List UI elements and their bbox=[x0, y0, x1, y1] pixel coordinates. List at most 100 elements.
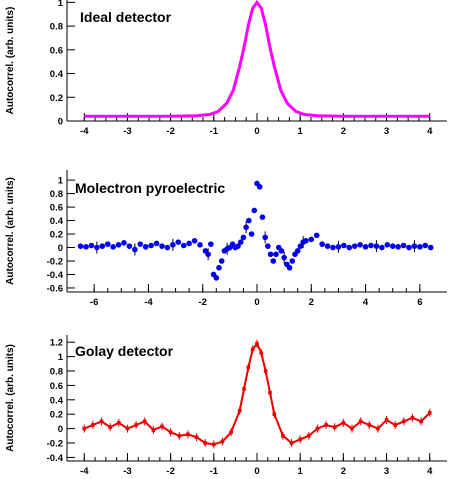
panel-title: Molectron pyroelectric bbox=[75, 180, 225, 196]
data-point bbox=[422, 242, 429, 249]
panel-1: -4 -3 -2 -1 0 1 2 3 4 0 0.2 0.4 0.6 0.8 1 Autocorrel. (… bbox=[5, 0, 447, 137]
data-point bbox=[240, 234, 247, 241]
data-point bbox=[297, 243, 304, 249]
data-point bbox=[389, 243, 396, 249]
data-point bbox=[151, 428, 156, 432]
data-point bbox=[402, 419, 406, 424]
data-point bbox=[307, 434, 311, 438]
data-point bbox=[177, 434, 182, 438]
data-point bbox=[237, 239, 244, 245]
y-tick-label: 1 bbox=[58, 0, 64, 9]
data-point bbox=[410, 416, 415, 420]
y-tick-label: 0.4 bbox=[50, 69, 64, 80]
data-point bbox=[265, 243, 271, 249]
data-point bbox=[137, 241, 144, 247]
data-point bbox=[281, 254, 287, 261]
data-point bbox=[263, 369, 268, 373]
data-point bbox=[121, 239, 127, 246]
data-point bbox=[427, 410, 432, 415]
data-point bbox=[205, 251, 211, 258]
data-point bbox=[88, 242, 95, 249]
data-point bbox=[186, 240, 192, 247]
y-tick-label: -0.4 bbox=[47, 453, 64, 464]
data-point bbox=[315, 426, 320, 431]
data-point bbox=[110, 244, 116, 250]
panel-title: Ideal detector bbox=[80, 9, 172, 25]
data-point bbox=[395, 244, 401, 250]
y-tick-label: 0.2 bbox=[50, 230, 63, 241]
data-point bbox=[132, 246, 138, 253]
data-point bbox=[273, 251, 279, 258]
x-tick-label: 1 bbox=[298, 126, 304, 137]
data-point bbox=[362, 244, 369, 250]
data-point bbox=[259, 214, 266, 220]
data-point bbox=[351, 243, 358, 249]
data-point bbox=[82, 426, 87, 431]
data-point bbox=[134, 423, 138, 427]
data-point bbox=[393, 423, 397, 427]
data-point bbox=[164, 244, 171, 251]
x-tick-label: -2 bbox=[166, 466, 174, 474]
data-point bbox=[197, 242, 203, 248]
data-point bbox=[376, 426, 380, 431]
data-point bbox=[270, 258, 277, 264]
y-tick-label: 0.6 bbox=[50, 381, 63, 392]
data-point bbox=[357, 242, 363, 248]
data-point bbox=[335, 244, 342, 250]
x-tick-label: 0 bbox=[254, 466, 259, 474]
data-point bbox=[142, 244, 149, 250]
data-point bbox=[400, 242, 407, 249]
data-point bbox=[417, 244, 423, 250]
data-point bbox=[384, 418, 389, 422]
data-point bbox=[142, 419, 147, 424]
data-point bbox=[175, 239, 182, 245]
data-point bbox=[332, 425, 337, 429]
data-point bbox=[153, 240, 160, 247]
data-point bbox=[160, 424, 164, 429]
data-point bbox=[341, 242, 347, 249]
data-point bbox=[358, 419, 363, 424]
y-tick-label: 0 bbox=[58, 424, 63, 435]
data-point bbox=[268, 390, 272, 395]
y-tick-label: 1 bbox=[58, 352, 64, 363]
data-point bbox=[259, 351, 264, 355]
data-point bbox=[148, 242, 154, 249]
x-tick-label: -1 bbox=[210, 466, 219, 474]
data-point bbox=[255, 341, 259, 346]
data-point bbox=[246, 365, 251, 370]
y-tick-label: 0.6 bbox=[50, 45, 63, 56]
data-point bbox=[218, 258, 225, 264]
x-tick-label: 4 bbox=[427, 466, 433, 474]
x-tick-label: -2 bbox=[198, 297, 206, 308]
y-tick-label: 0.8 bbox=[50, 189, 63, 200]
data-point bbox=[115, 242, 122, 248]
data-point bbox=[267, 251, 274, 258]
data-point bbox=[294, 248, 301, 254]
data-point bbox=[77, 243, 84, 249]
panel-3: -4 -3 -2 -1 0 1 2 3 4 -0.4 -0.2 0 0.2 0.4 0.6 0.8 1 1.2 Au… bbox=[5, 335, 447, 477]
data-point bbox=[235, 243, 241, 249]
data-point bbox=[341, 421, 346, 425]
data-point bbox=[159, 243, 165, 249]
x-tick-label: 2 bbox=[309, 297, 314, 308]
y-tick-label: 0.2 bbox=[50, 410, 63, 421]
y-tick-label: 0 bbox=[58, 117, 63, 128]
data-point bbox=[242, 387, 246, 391]
panel-title: Golay detector bbox=[75, 343, 174, 359]
data-point bbox=[168, 430, 173, 434]
x-tick-label: -2 bbox=[166, 126, 174, 137]
data-point bbox=[212, 442, 216, 447]
data-point bbox=[313, 232, 320, 239]
panel-2: -6 -4 -2 0 2 4 6 -0.6 -0.4 -0.2 0 0.2 0.4 0.6 0.8 1 Auto… bbox=[5, 170, 447, 308]
data-point bbox=[289, 441, 294, 445]
data-point bbox=[125, 426, 130, 431]
x-tick-label: -4 bbox=[144, 297, 153, 308]
data-point bbox=[350, 426, 354, 431]
data-point bbox=[237, 408, 242, 413]
y-axis-title: Autocorrel. (arb. units) bbox=[5, 344, 16, 452]
data-point bbox=[419, 419, 423, 424]
y-tick-label: 0.4 bbox=[50, 395, 64, 406]
data-point bbox=[180, 242, 187, 249]
data-point bbox=[126, 243, 133, 249]
x-tick-label: -1 bbox=[210, 126, 219, 137]
